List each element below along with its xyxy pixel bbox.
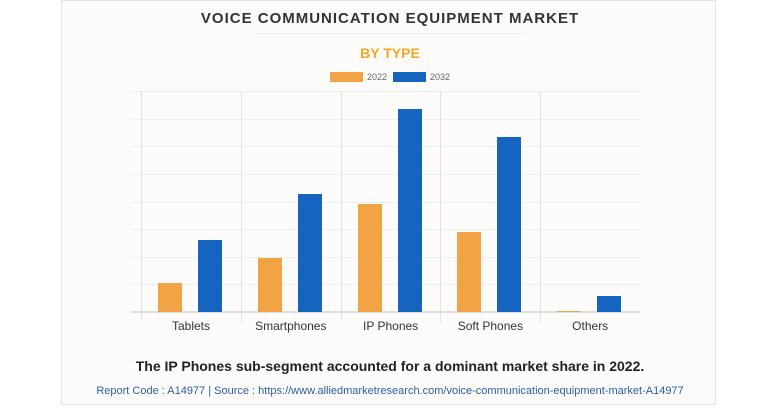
chart-title: VOICE COMMUNICATION EQUIPMENT MARKET (200, 10, 580, 27)
bar-soft-phones-2022[interactable] (457, 232, 482, 312)
chart-card (61, 0, 716, 405)
legend-swatch-2032 (393, 72, 426, 82)
gridline-horizontal (131, 118, 640, 120)
x-tick-label: Soft Phones (457, 319, 524, 333)
bar-soft-phones-2032[interactable] (497, 136, 522, 312)
x-tick-label: Others (572, 319, 609, 333)
gridline-horizontal (131, 284, 640, 286)
source-link[interactable]: Report Code : A14977 | Source : https://… (96, 385, 684, 397)
gridline-horizontal (131, 201, 640, 203)
chart-caption: The IP Phones sub-segment accounted for … (135, 358, 645, 374)
gridline-vertical (340, 91, 342, 322)
legend: 2022 2032 (0, 72, 780, 82)
legend-label-2022: 2022 (366, 72, 387, 82)
legend-label-2032: 2032 (430, 72, 451, 82)
plot-area: Tablets Smartphones IP Phones Soft Phones Ot… (131, 91, 640, 333)
bar-smartphones-2032[interactable] (297, 194, 322, 312)
bar-tablets-2032[interactable] (198, 240, 222, 312)
x-tick-label: Tablets (171, 319, 211, 333)
x-tick-label: Smartphones (255, 319, 327, 333)
x-axis-line (131, 311, 640, 313)
gridline-horizontal (131, 229, 640, 231)
x-tick-label: IP Phones (363, 319, 419, 333)
gridline-vertical (440, 91, 442, 322)
bar-ip-phones-2022[interactable] (357, 204, 382, 312)
gridline-vertical (240, 91, 242, 322)
legend-swatch-2022 (329, 72, 363, 82)
chart-subtitle: BY TYPE (360, 45, 420, 61)
bar-tablets-2022[interactable] (158, 283, 182, 312)
bar-smartphones-2022[interactable] (257, 258, 282, 312)
bar-others-2032[interactable] (597, 295, 622, 312)
bar-ip-phones-2032[interactable] (397, 108, 422, 312)
gridline-vertical (540, 91, 542, 322)
bar-others-2022[interactable] (557, 310, 582, 312)
legend-item-2032[interactable]: 2032 (393, 72, 450, 82)
gridline-horizontal (131, 256, 640, 258)
gridline-horizontal (131, 173, 640, 175)
title-divider (255, 33, 525, 34)
gridline-horizontal (131, 91, 640, 92)
gridline-vertical (141, 91, 142, 322)
legend-item-2022[interactable]: 2022 (329, 72, 387, 82)
gridline-horizontal (131, 146, 640, 148)
